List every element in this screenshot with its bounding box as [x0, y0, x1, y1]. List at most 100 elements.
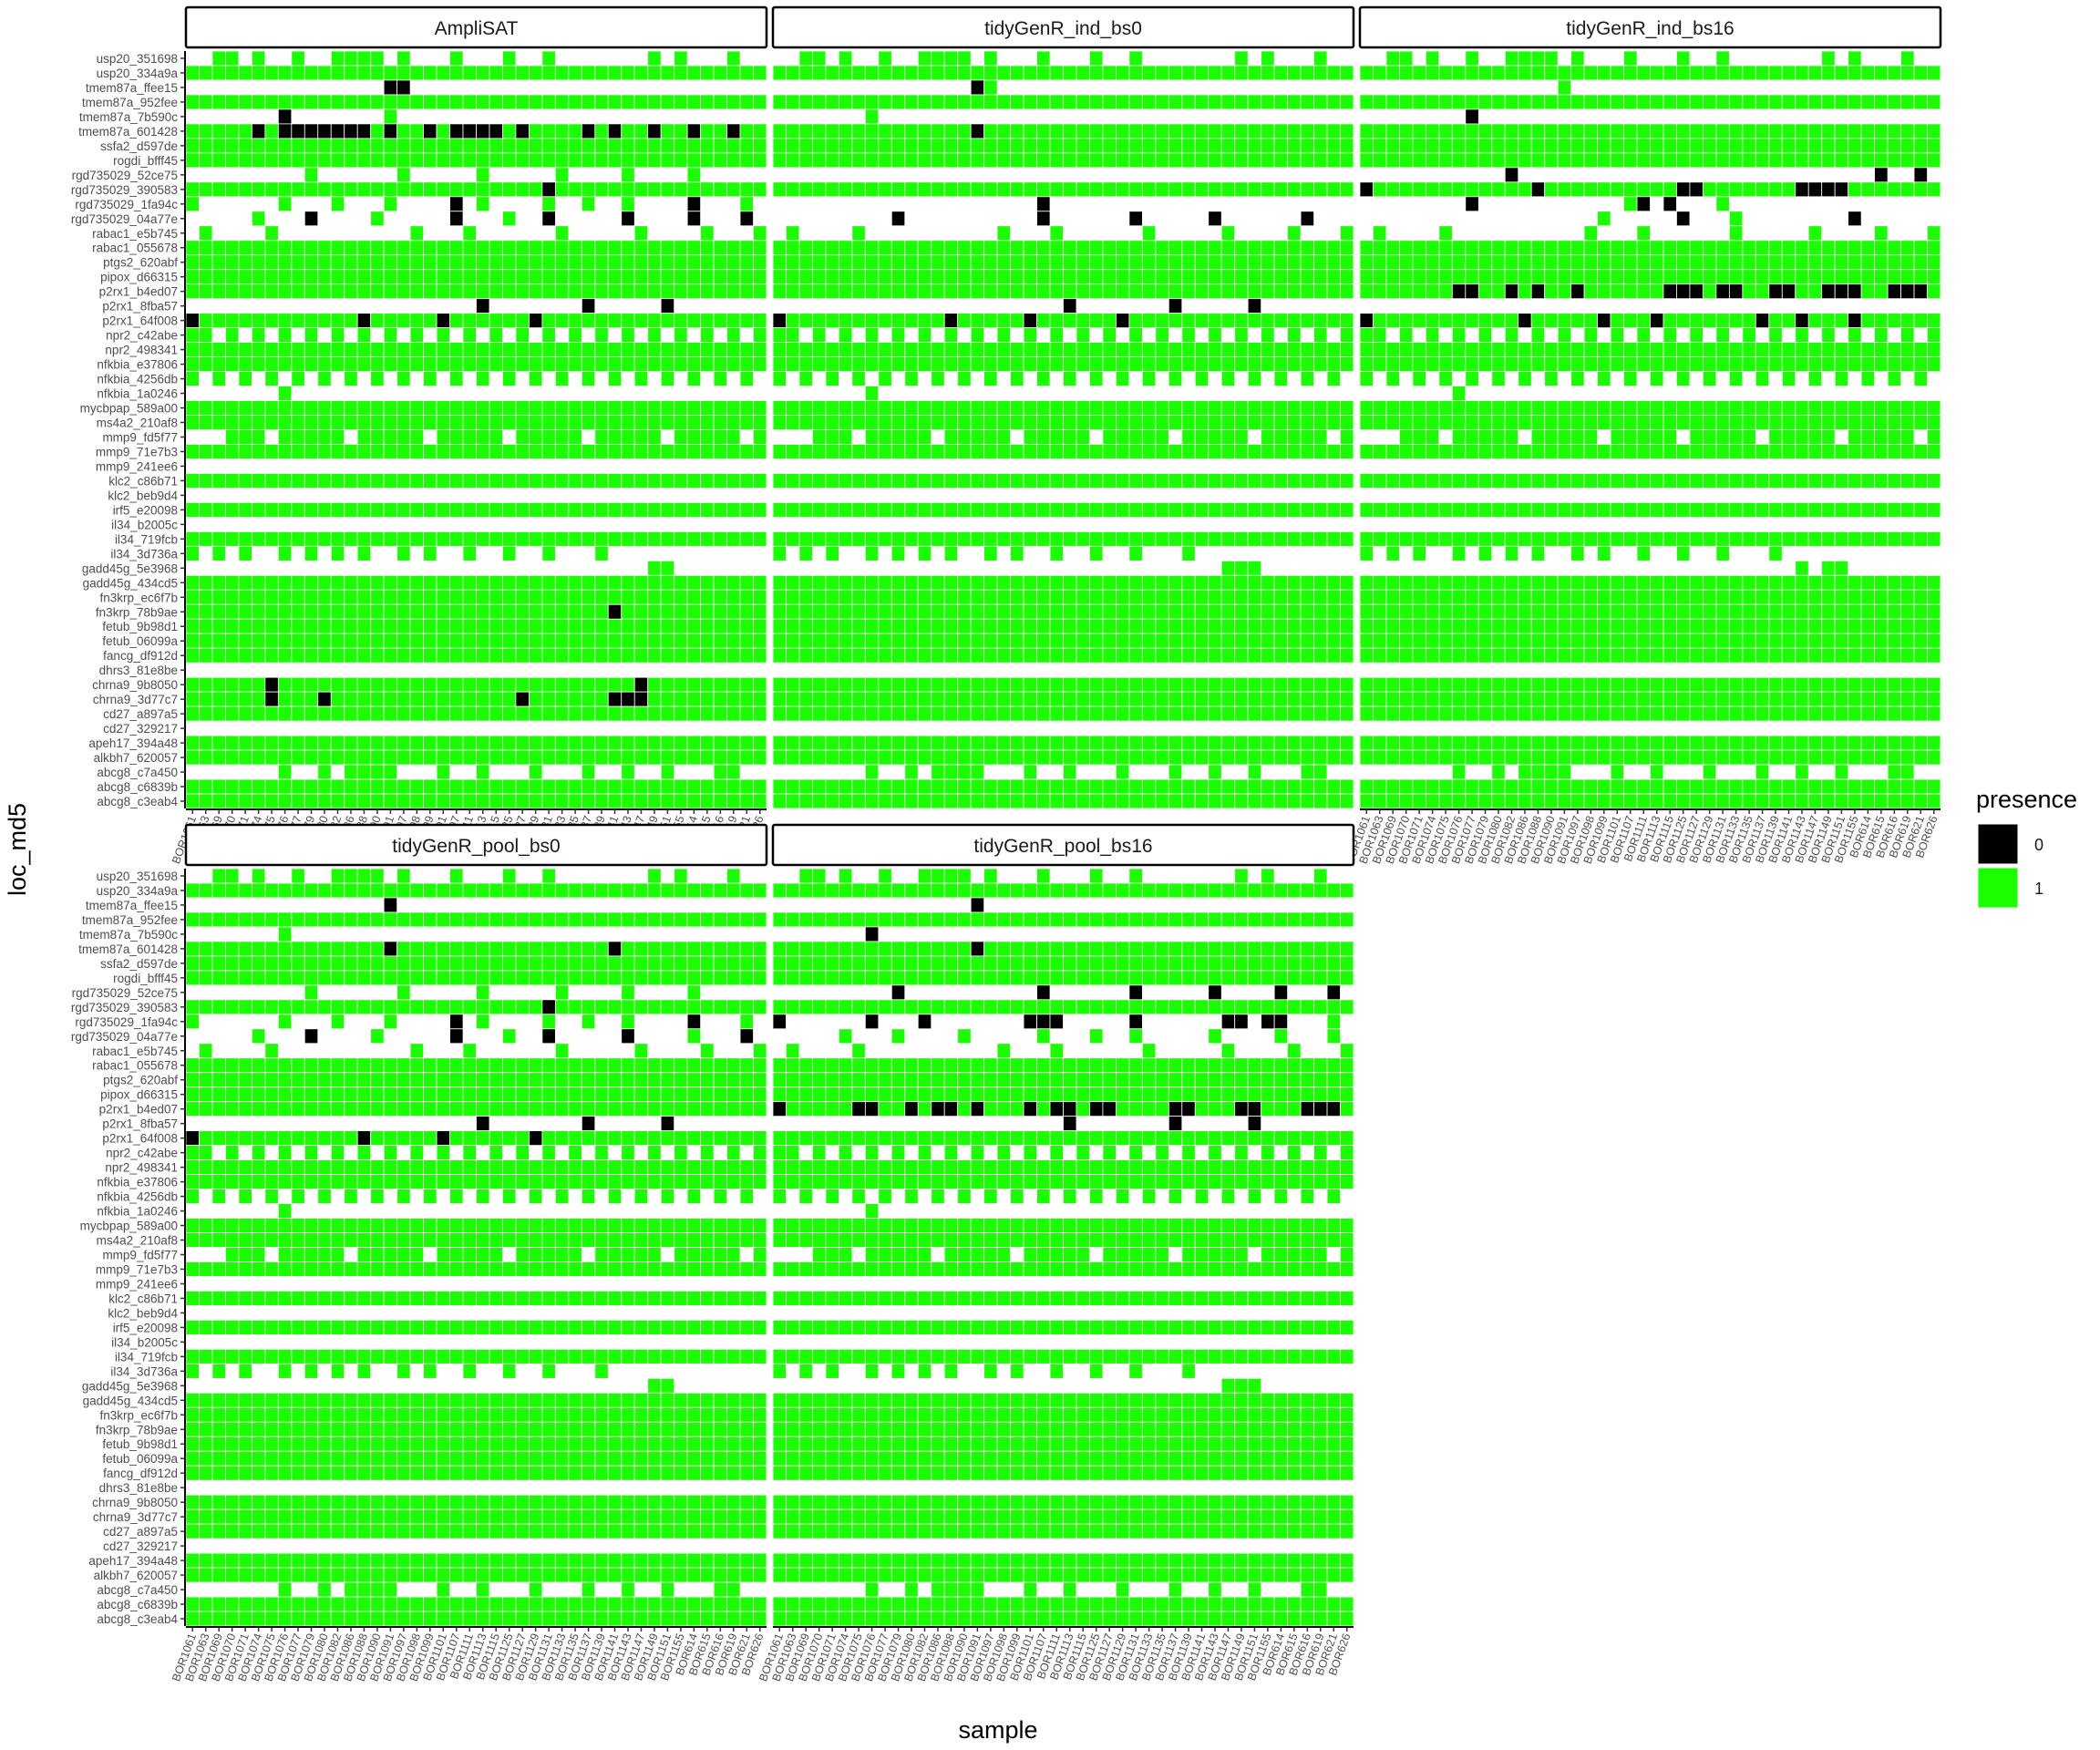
cell-present	[1234, 749, 1249, 766]
cell-present	[621, 167, 635, 183]
cell-present	[529, 778, 543, 795]
cell-present	[812, 603, 827, 620]
cell-present	[1300, 429, 1314, 445]
cell-present	[1848, 705, 1862, 722]
cell-present	[1703, 181, 1717, 198]
facet-strip: tidyGenR_ind_bs16	[1358, 5, 1942, 49]
cell-present	[211, 313, 226, 329]
cell-present	[904, 778, 919, 795]
cell-present	[449, 647, 464, 664]
cell-present	[409, 327, 424, 344]
cell-present	[864, 705, 880, 722]
cell-present	[581, 152, 596, 169]
cell-present	[851, 735, 866, 751]
cell-present	[1623, 138, 1638, 154]
cell-present	[1477, 735, 1493, 751]
cell-present	[1583, 65, 1598, 81]
cell-present	[1451, 152, 1467, 169]
cell-present	[1010, 181, 1024, 198]
cell-present	[1807, 313, 1823, 329]
cell-present	[1570, 444, 1585, 459]
cell-present	[449, 269, 464, 285]
cell-present	[726, 647, 741, 664]
cell-present	[1610, 618, 1624, 634]
cell-present	[1465, 530, 1479, 547]
cell-present	[277, 647, 293, 664]
cell-present	[633, 400, 649, 416]
y-tick-label: klc2_c86b71	[108, 474, 178, 488]
cell-present	[251, 444, 266, 459]
cell-present	[330, 691, 345, 707]
cell-present	[1689, 691, 1704, 707]
cell-present	[1220, 283, 1236, 300]
cell-present	[277, 386, 293, 401]
cell-present	[1208, 574, 1222, 591]
cell-present	[1128, 283, 1143, 300]
cell-present	[1155, 735, 1169, 751]
cell-present	[798, 589, 813, 605]
cell-present	[753, 283, 767, 300]
cell-present	[1438, 778, 1453, 795]
cell-present	[1518, 123, 1532, 139]
cell-present	[436, 633, 450, 649]
cell-present	[1887, 705, 1901, 722]
cell-present	[1860, 793, 1876, 809]
cell-present	[489, 400, 503, 416]
cell-present	[726, 603, 741, 620]
cell-present	[1194, 138, 1210, 154]
cell-present	[1610, 254, 1624, 271]
cell-present	[1662, 705, 1677, 722]
cell-present	[1887, 181, 1901, 198]
cell-present	[878, 400, 892, 416]
cell-present	[1313, 691, 1328, 707]
cell-present	[476, 371, 490, 386]
cell-present	[1273, 749, 1289, 766]
cell-present	[1155, 429, 1169, 445]
cell-present	[1247, 152, 1262, 169]
cell-present	[1076, 778, 1090, 795]
cell-present	[1168, 269, 1183, 285]
cell-present	[786, 94, 800, 110]
cell-present	[1247, 647, 1262, 664]
cell-present	[1116, 429, 1130, 445]
facet-panel: tidyGenR_ind_bs16BOR1061BOR1063BOR1069BO…	[1343, 5, 1942, 866]
cell-present	[1821, 444, 1836, 459]
cell-present	[1491, 691, 1506, 707]
cell-present	[1768, 240, 1783, 256]
cell-present	[1036, 705, 1051, 722]
cell-present	[1168, 793, 1183, 809]
cell-present	[383, 356, 398, 372]
cell-present	[1900, 254, 1915, 271]
cell-present	[554, 123, 570, 139]
cell-present	[1076, 313, 1090, 329]
cell-present	[489, 473, 503, 489]
cell-present	[1273, 603, 1289, 620]
cell-present	[1900, 793, 1915, 809]
cell-present	[983, 313, 998, 329]
cell-present	[277, 283, 293, 300]
cell-present	[1247, 283, 1262, 300]
cell-present	[1530, 240, 1546, 256]
cell-present	[1834, 633, 1849, 649]
cell-present	[1491, 400, 1506, 416]
cell-present	[304, 603, 319, 620]
cell-present	[1287, 254, 1302, 271]
cell-present	[996, 356, 1011, 372]
cell-present	[904, 749, 919, 766]
cell-present	[1194, 356, 1210, 372]
cell-present	[1155, 749, 1169, 766]
cell-present	[904, 603, 919, 620]
cell-present	[277, 400, 293, 416]
cell-present	[970, 313, 985, 329]
cell-present	[1570, 429, 1585, 445]
cell-present	[700, 283, 715, 300]
cell-present	[1583, 574, 1598, 591]
cell-present	[917, 530, 932, 547]
cell-present	[647, 313, 662, 329]
cell-present	[1326, 647, 1341, 664]
cell-present	[1848, 65, 1862, 81]
cell-present	[1742, 152, 1756, 169]
cell-present	[370, 94, 385, 110]
cell-present	[1273, 240, 1289, 256]
cell-present	[1425, 327, 1440, 344]
